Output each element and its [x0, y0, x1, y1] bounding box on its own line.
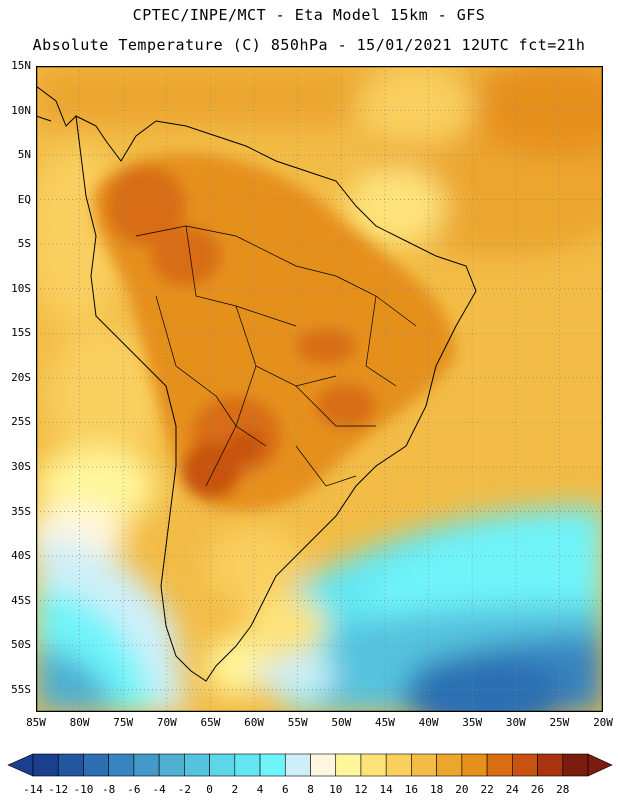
lat-label: 30S — [11, 459, 31, 473]
colorbar-swatch — [537, 753, 564, 777]
colorbar-label: 24 — [505, 783, 519, 796]
lon-label: 55W — [287, 716, 308, 729]
lat-label: 45S — [11, 593, 31, 607]
lon-label: 85W — [26, 716, 46, 729]
temperature-map — [36, 66, 603, 712]
colorbar-label: -12 — [48, 783, 69, 796]
colorbar-label: 14 — [379, 783, 393, 796]
lat-label: 20S — [11, 370, 31, 384]
coastline-south-america — [75, 115, 477, 682]
colorbar-swatch — [310, 753, 337, 777]
lon-label: 20W — [593, 716, 613, 729]
colorbar-swatch — [133, 753, 160, 777]
title-line-2: Absolute Temperature (C) 850hPa - 15/01/… — [32, 36, 586, 54]
colorbar-label: 16 — [404, 783, 419, 796]
colorbar-swatch — [411, 753, 437, 777]
lat-label: 10S — [11, 281, 31, 295]
colorbar-label: 20 — [455, 783, 469, 796]
lon-label: 75W — [113, 716, 134, 729]
colorbar-label: -2 — [177, 783, 191, 796]
colorbar-swatch — [209, 753, 236, 777]
lon-label: 70W — [156, 716, 177, 729]
colorbar-swatch — [57, 753, 84, 777]
colorbar-label: 2 — [231, 783, 239, 796]
colorbar-swatch — [32, 753, 59, 777]
lat-label: 40S — [11, 549, 31, 563]
lon-label: 30W — [505, 716, 526, 729]
colorbar-label: 28 — [556, 783, 570, 796]
colorbar-label: 0 — [206, 783, 213, 796]
lon-label: 65W — [200, 716, 221, 729]
lat-label: 55S — [11, 682, 31, 696]
colorbar-label: 26 — [530, 783, 545, 796]
colorbar-label: 6 — [281, 783, 289, 796]
graticule — [36, 66, 603, 712]
colorbar-swatch — [486, 753, 513, 777]
colorbar-label: -4 — [152, 783, 166, 796]
country-borders — [135, 225, 417, 487]
lon-label: 50W — [331, 716, 352, 729]
colorbar-swatch — [259, 753, 286, 777]
lat-label: 50S — [11, 638, 31, 652]
colorbar-label: 22 — [480, 783, 494, 796]
coastline-central-america — [36, 85, 77, 127]
colorbar-min-arrow — [7, 753, 34, 777]
title-line-1: CPTEC/INPE/MCT - Eta Model 15km - GFS — [132, 6, 486, 24]
colorbar — [7, 753, 613, 777]
colorbar-swatch — [461, 753, 488, 777]
lon-label: 35W — [462, 716, 483, 729]
colorbar-label: -6 — [127, 783, 141, 796]
colorbar-swatch — [562, 753, 589, 777]
colorbar-swatch — [184, 753, 210, 777]
colorbar-swatch — [436, 753, 463, 777]
colorbar-label: 4 — [256, 783, 264, 796]
colorbar-swatch — [385, 753, 412, 777]
colorbar-label: 8 — [307, 783, 314, 796]
lat-label: 10N — [11, 103, 31, 117]
lon-label: 40W — [418, 716, 439, 729]
lon-label: 60W — [244, 716, 264, 729]
colorbar-label: -10 — [73, 783, 94, 796]
lat-label: 15S — [11, 326, 31, 340]
map-frame — [36, 66, 603, 712]
lon-label: 45W — [374, 716, 395, 729]
colorbar-label: 10 — [329, 783, 343, 796]
colorbar-swatch — [234, 753, 261, 777]
lat-label: 15N — [11, 59, 31, 72]
colorbar-swatch — [512, 753, 538, 777]
colorbar-swatch — [284, 753, 311, 777]
colorbar-label: 18 — [430, 783, 444, 796]
colorbar-swatch — [360, 753, 387, 777]
lon-label: 80W — [69, 716, 90, 729]
lat-label: 25S — [11, 415, 31, 429]
colorbar-swatch — [83, 753, 109, 777]
colorbar-swatch — [158, 753, 185, 777]
lat-label: 35S — [11, 504, 31, 518]
lon-label: 25W — [549, 716, 570, 729]
colorbar-label: 12 — [354, 783, 368, 796]
lat-label: 5S — [17, 237, 31, 251]
lat-label: 5N — [17, 148, 31, 162]
colorbar-max-arrow — [587, 753, 613, 777]
colorbar-swatch — [108, 753, 135, 777]
colorbar-swatch — [335, 753, 362, 777]
lat-label: EQ — [17, 192, 31, 206]
colorbar-label: -8 — [102, 783, 116, 796]
colorbar-label: -14 — [23, 783, 43, 796]
